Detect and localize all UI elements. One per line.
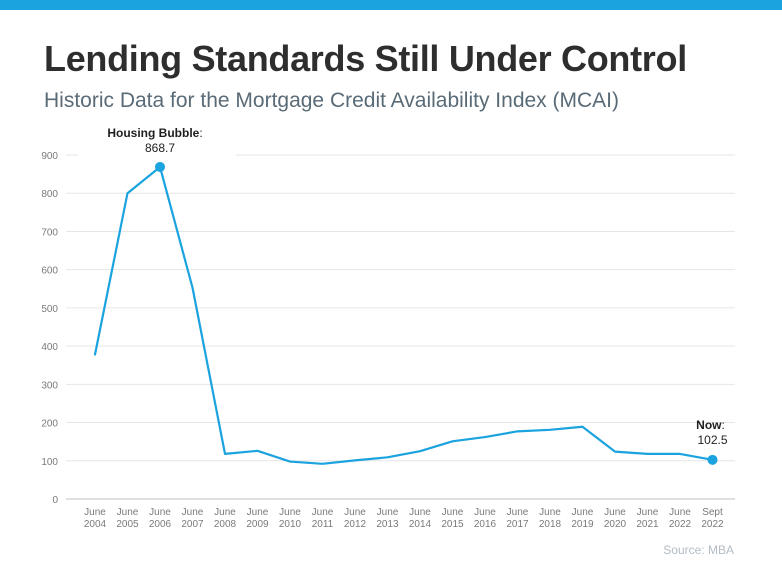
x-tick-label-year: 2006 (149, 519, 172, 530)
x-tick-label-month: June (279, 507, 301, 518)
x-tick-label-year: 2018 (539, 519, 562, 530)
annotation-label: Housing Bubble: (107, 126, 202, 140)
y-tick-label: 600 (41, 266, 58, 277)
x-tick-label-year: 2009 (246, 519, 269, 530)
x-tick-label-month: June (637, 507, 659, 518)
source-note: Source: MBA (663, 543, 734, 557)
x-tick-label-year: 2013 (376, 519, 399, 530)
x-tick-label-month: June (182, 507, 204, 518)
x-tick-label-year: 2012 (344, 519, 367, 530)
x-tick-label-month: June (344, 507, 366, 518)
y-tick-label: 400 (41, 342, 58, 353)
x-tick-label-year: 2005 (116, 519, 139, 530)
x-tick-label-year: 2022 (669, 519, 692, 530)
top-accent-bar (0, 0, 782, 10)
x-tick-label-month: Sept (702, 507, 723, 518)
x-tick-label-year: 2011 (312, 519, 334, 530)
x-tick-label-year: 2014 (409, 519, 432, 530)
x-tick-label-year: 2008 (214, 519, 237, 530)
x-tick-label-month: June (572, 507, 594, 518)
x-tick-label-year: 2020 (604, 519, 627, 530)
x-tick-label-month: June (149, 507, 171, 518)
annotation-label: Now: (696, 418, 725, 432)
highlight-point (155, 161, 165, 172)
x-tick-label-month: June (312, 507, 334, 518)
x-tick-label-month: June (539, 507, 561, 518)
x-tick-label-month: June (377, 507, 399, 518)
y-tick-label: 700 (41, 227, 58, 238)
highlight-point (707, 454, 718, 465)
x-tick-label-month: June (409, 507, 431, 518)
x-tick-label-year: 2004 (84, 519, 107, 530)
y-tick-label: 300 (41, 380, 58, 391)
chart-subtitle: Historic Data for the Mortgage Credit Av… (44, 89, 619, 112)
x-tick-label-month: June (84, 507, 106, 518)
series-line-mcai (93, 165, 714, 465)
x-tick-label-year: 2016 (474, 519, 497, 530)
x-tick-label-year: 2010 (279, 519, 302, 530)
x-tick-label-year: 2021 (636, 519, 659, 530)
x-tick-label-month: June (214, 507, 236, 518)
y-tick-label: 900 (41, 151, 58, 162)
x-tick-label-year: 2015 (441, 519, 464, 530)
x-tick-label-year: 2017 (506, 519, 529, 530)
annotation-value: 868.7 (145, 141, 175, 155)
y-tick-label: 800 (41, 189, 58, 200)
y-tick-label: 200 (41, 419, 58, 430)
x-tick-label-month: June (117, 507, 139, 518)
x-tick-label-year: 2007 (181, 519, 204, 530)
x-tick-label-month: June (604, 507, 626, 518)
y-tick-label: 100 (41, 457, 58, 468)
chart-title: Lending Standards Still Under Control (44, 38, 687, 79)
x-tick-label-month: June (507, 507, 529, 518)
x-tick-label-month: June (669, 507, 691, 518)
x-tick-label-month: June (247, 507, 269, 518)
annotation-value: 102.5 (697, 433, 727, 447)
y-tick-label: 500 (41, 304, 58, 315)
x-tick-label-year: 2019 (571, 519, 594, 530)
y-tick-label: 0 (52, 495, 58, 506)
x-tick-label-year: 2022 (701, 519, 724, 530)
x-tick-label-month: June (442, 507, 464, 518)
x-tick-label-month: June (474, 507, 496, 518)
